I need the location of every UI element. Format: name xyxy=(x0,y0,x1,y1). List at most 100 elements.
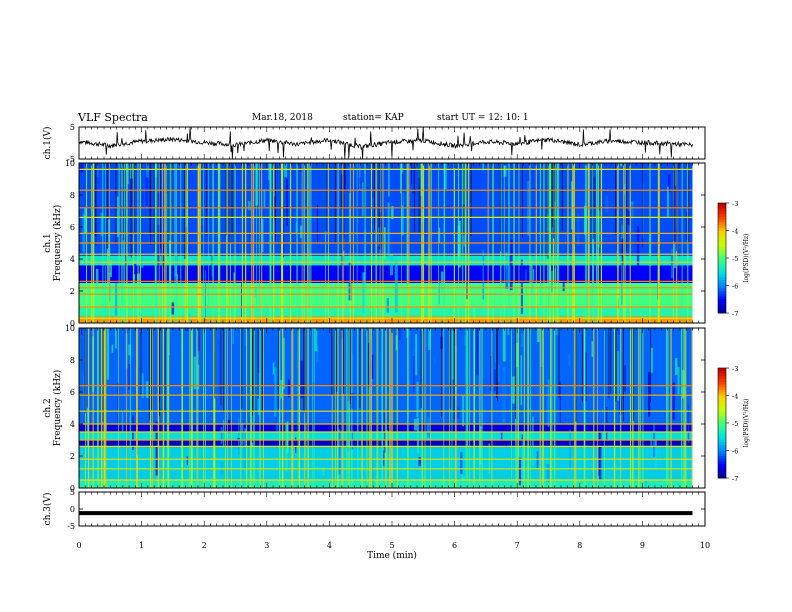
ch2-spectrogram-texture xyxy=(312,382,315,432)
ch2-spectrogram-texture xyxy=(287,379,290,398)
ch2-spectrogram-texture xyxy=(274,367,277,417)
ch1-spectrogram-texture xyxy=(272,219,274,242)
ch2-spectrogram-texture xyxy=(414,346,416,401)
ch1-spectrogram-colorbar-cell xyxy=(718,216,726,220)
ch2-spectrogram-colorbar-cell xyxy=(718,469,726,473)
ch2-spectrogram-colorbar-cell xyxy=(718,370,726,374)
ch1-spectrogram-colorbar-cell xyxy=(718,277,726,281)
ch2-spectrogram-colorbar-cell xyxy=(718,387,726,391)
ch2-spectrogram-ytick-label: 6 xyxy=(70,388,75,397)
ch1-spectrogram-texture xyxy=(362,272,366,314)
ch1-spectrogram-texture xyxy=(246,163,249,171)
ch1-spectrogram-colorbar-cell xyxy=(718,266,726,270)
ch1-spectrogram-colorbar-cell xyxy=(718,230,726,234)
ch1-spectrogram-colorbar-cell xyxy=(718,238,726,242)
ch1-spectrogram-texture xyxy=(509,239,513,291)
ch1-spectrogram-texture xyxy=(247,200,251,211)
ch2-spectrogram-empty-region xyxy=(692,328,705,488)
ch1-spectrogram-colorbar-cell xyxy=(718,299,726,303)
ch1-spectrogram-colorbar-cell xyxy=(718,282,726,286)
ch1-spectrogram-colorbar-tick-label: -3 xyxy=(732,200,738,208)
ch1-spectrogram-texture xyxy=(597,210,601,248)
ch2-spectrogram-colorbar-cell xyxy=(718,376,726,380)
ch1-spectrogram-texture xyxy=(84,207,87,234)
ch1-spectrogram-empty-region xyxy=(692,163,705,323)
ch2-spectrogram-texture xyxy=(416,381,419,418)
ch1-spectrogram-texture xyxy=(141,192,145,206)
ch1-spectrogram-texture xyxy=(641,183,645,239)
ch1-spectrogram-texture xyxy=(564,190,567,209)
x-tick-label: 5 xyxy=(389,541,394,550)
ch1-spectrogram-texture xyxy=(299,163,303,172)
ch2-spectrogram-colorbar-cell xyxy=(718,447,726,451)
ch2-spectrogram-texture xyxy=(145,381,149,399)
ch1-spectrogram-texture xyxy=(401,192,404,236)
ch2-spectrogram-texture xyxy=(338,429,341,475)
ch1-spectrogram-texture xyxy=(668,174,671,193)
ch1-spectrogram-texture xyxy=(400,163,403,194)
ch1-spectrogram-texture xyxy=(630,204,633,252)
ch2-spectrogram-texture xyxy=(509,461,512,478)
ch2-spectrogram-colorbar-cell xyxy=(718,412,726,416)
ch2-spectrogram-texture xyxy=(381,450,385,466)
ch2-spectrogram-texture xyxy=(384,413,386,453)
ch2-spectrogram-texture xyxy=(532,416,534,466)
ch2-spectrogram-texture xyxy=(599,427,602,481)
ch1-spectrogram-colorbar-tick-label: -4 xyxy=(732,228,738,236)
ch1-spectrogram-colorbar-cell xyxy=(718,280,726,284)
ch2-spectrogram-colorbar-label: log(PSD)(V²/Hz) xyxy=(743,399,750,448)
ch1-spectrogram-texture xyxy=(176,273,178,321)
ch2-spectrogram-texture xyxy=(407,335,410,382)
ch1-spectrogram-texture xyxy=(605,195,609,213)
ch1-spectrogram-texture xyxy=(553,201,557,220)
ch2-spectrogram-texture xyxy=(115,328,117,349)
ch2-spectrogram-texture xyxy=(117,382,120,431)
ch1-spectrogram-texture xyxy=(466,271,468,300)
ch2-spectrogram-colorbar-cell xyxy=(718,450,726,454)
ch2-spectrogram-colorbar-cell xyxy=(718,475,726,479)
ch1-spectrogram-texture xyxy=(510,197,512,235)
ch1-spectrogram-colorbar-tick-label: -6 xyxy=(732,283,738,291)
ch2-spectrogram-texture xyxy=(457,407,460,419)
ch2-spectrogram-texture xyxy=(654,440,657,470)
ch1-spectrogram-texture xyxy=(114,282,118,316)
ch2-spectrogram-texture xyxy=(521,333,524,347)
ch1-spectrogram-texture xyxy=(342,163,346,192)
ch1-waveform-ytick-label: -5 xyxy=(67,155,75,164)
station-label: station= KAP xyxy=(343,113,404,123)
ch2-spectrogram-texture xyxy=(244,428,247,469)
ch2-spectrogram-colorbar-cell xyxy=(718,401,726,405)
ch2-spectrogram-colorbar-cell xyxy=(718,392,726,396)
ch1-spectrogram-texture xyxy=(503,165,507,177)
ch1-spectrogram-texture xyxy=(286,178,288,227)
ch1-spectrogram-texture xyxy=(89,298,92,312)
ch1-spectrogram-texture xyxy=(107,219,111,260)
ch1-spectrogram-texture xyxy=(412,163,414,193)
ch2-spectrogram-colorbar-tick-label: -5 xyxy=(732,420,738,428)
ch1-spectrogram-texture xyxy=(505,268,509,289)
ch2-spectrogram-colorbar-cell xyxy=(718,395,726,399)
ch1-spectrogram-colorbar-cell xyxy=(718,233,726,237)
ch2-spectrogram-colorbar-cell xyxy=(718,442,726,446)
ch2-spectrogram-colorbar-cell xyxy=(718,420,726,424)
ch1-spectrogram-texture xyxy=(117,196,119,238)
ch2-spectrogram-colorbar-cell xyxy=(718,368,726,372)
x-tick-label: 6 xyxy=(452,541,457,550)
ch1-spectrogram-texture xyxy=(233,272,235,322)
ch2-spectrogram-colorbar-cell xyxy=(718,436,726,440)
ch2-spectrogram-texture xyxy=(413,355,415,392)
x-tick-label: 7 xyxy=(515,541,520,550)
ch2-spectrogram-texture xyxy=(197,364,200,390)
ch2-spectrogram-texture xyxy=(518,457,522,486)
ch2-spectrogram-colorbar-tick-label: -3 xyxy=(732,365,738,373)
ch1-spectrogram-texture xyxy=(161,243,165,269)
ch2-spectrogram-texture xyxy=(617,351,619,401)
ch2-spectrogram-colorbar-cell xyxy=(718,381,726,385)
ch2-spectrogram-colorbar-cell xyxy=(718,414,726,418)
ch2-spectrogram-texture xyxy=(428,329,431,350)
ch1-spectrogram-texture xyxy=(423,264,427,282)
ch1-spectrogram-colorbar-cell xyxy=(718,307,726,311)
ch1-spectrogram-texture xyxy=(620,163,623,167)
ch1-spectrogram-texture xyxy=(273,196,276,221)
